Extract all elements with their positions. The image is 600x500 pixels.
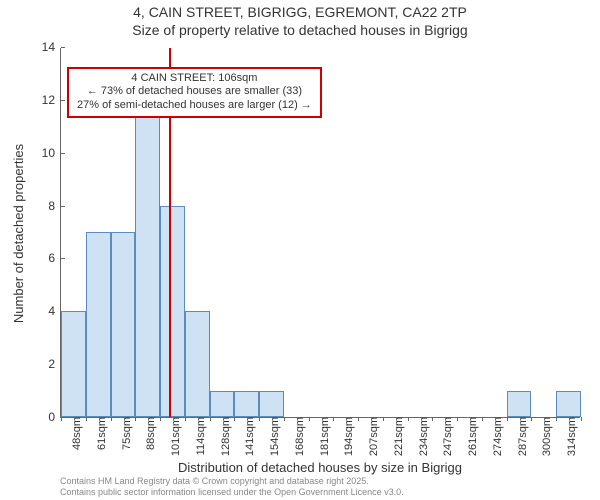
histogram-bar [210, 391, 235, 417]
plot-area: 0246810121448sqm61sqm75sqm88sqm101sqm114… [60, 48, 580, 418]
y-tick: 8 [48, 199, 61, 213]
histogram-bar [185, 311, 210, 417]
annot-line: ← 73% of detached houses are smaller (33… [77, 85, 312, 99]
x-tick-label: 181sqm [313, 417, 331, 456]
x-tick-mark [581, 417, 582, 421]
histogram-bar [556, 391, 581, 417]
x-tick-mark [408, 417, 409, 421]
x-tick-mark [61, 417, 62, 421]
x-tick-label: 88sqm [139, 417, 157, 450]
x-tick-mark [383, 417, 384, 421]
x-tick-mark [482, 417, 483, 421]
chart-subtitle: Size of property relative to detached ho… [0, 22, 600, 38]
y-tick: 12 [42, 93, 61, 107]
x-tick-label: 194sqm [337, 417, 355, 456]
x-tick-mark [556, 417, 557, 421]
histogram-bar [135, 100, 160, 417]
x-tick-label: 234sqm [412, 417, 430, 456]
x-tick-mark [210, 417, 211, 421]
x-tick-label: 247sqm [436, 417, 454, 456]
x-tick-label: 287sqm [511, 417, 529, 456]
x-tick-label: 221sqm [387, 417, 405, 456]
x-tick-label: 75sqm [115, 417, 133, 450]
x-tick-mark [185, 417, 186, 421]
x-tick-mark [86, 417, 87, 421]
histogram-bar [86, 232, 111, 417]
histogram-bar [160, 206, 185, 417]
y-tick: 4 [48, 304, 61, 318]
x-tick-mark [333, 417, 334, 421]
y-tick: 6 [48, 251, 61, 265]
footer-line-1: Contains HM Land Registry data © Crown c… [60, 476, 404, 487]
x-tick-mark [135, 417, 136, 421]
x-tick-mark [309, 417, 310, 421]
x-tick-mark [111, 417, 112, 421]
histogram-bar [259, 391, 284, 417]
y-tick: 14 [42, 40, 61, 54]
x-tick-mark [531, 417, 532, 421]
x-tick-mark [432, 417, 433, 421]
histogram-bar [507, 391, 532, 417]
y-axis-label: Number of detached properties [12, 143, 27, 322]
x-tick-label: 261sqm [461, 417, 479, 456]
x-tick-label: 168sqm [288, 417, 306, 456]
x-tick-mark [358, 417, 359, 421]
x-tick-label: 314sqm [560, 417, 578, 456]
x-tick-label: 300sqm [535, 417, 553, 456]
histogram-bar [111, 232, 136, 417]
x-tick-label: 114sqm [189, 417, 207, 455]
x-axis-label: Distribution of detached houses by size … [60, 460, 580, 475]
x-tick-label: 141sqm [238, 417, 256, 456]
x-tick-label: 61sqm [90, 417, 108, 450]
x-tick-label: 207sqm [362, 417, 380, 456]
footer-line-2: Contains public sector information licen… [60, 487, 404, 498]
footer-attribution: Contains HM Land Registry data © Crown c… [60, 476, 404, 498]
annot-line: 4 CAIN STREET: 106sqm [77, 72, 312, 86]
x-tick-label: 101sqm [164, 417, 182, 456]
annot-line: 27% of semi-detached houses are larger (… [77, 99, 312, 113]
y-tick: 0 [48, 410, 61, 424]
annotation-box: 4 CAIN STREET: 106sqm← 73% of detached h… [67, 67, 322, 118]
title-block: 4, CAIN STREET, BIGRIGG, EGREMONT, CA22 … [0, 4, 600, 38]
x-tick-mark [457, 417, 458, 421]
y-axis-label-wrap: Number of detached properties [12, 48, 26, 418]
x-tick-label: 48sqm [65, 417, 83, 450]
x-tick-label: 128sqm [214, 417, 232, 456]
x-tick-mark [507, 417, 508, 421]
x-tick-mark [259, 417, 260, 421]
y-tick: 2 [48, 357, 61, 371]
histogram-bar [234, 391, 259, 417]
x-tick-mark [234, 417, 235, 421]
x-tick-label: 154sqm [263, 417, 281, 456]
x-tick-mark [160, 417, 161, 421]
chart-container: 4, CAIN STREET, BIGRIGG, EGREMONT, CA22 … [0, 0, 600, 500]
histogram-bar [61, 311, 86, 417]
x-tick-label: 274sqm [486, 417, 504, 456]
y-tick: 10 [42, 146, 61, 160]
x-tick-mark [284, 417, 285, 421]
chart-title: 4, CAIN STREET, BIGRIGG, EGREMONT, CA22 … [0, 4, 600, 20]
